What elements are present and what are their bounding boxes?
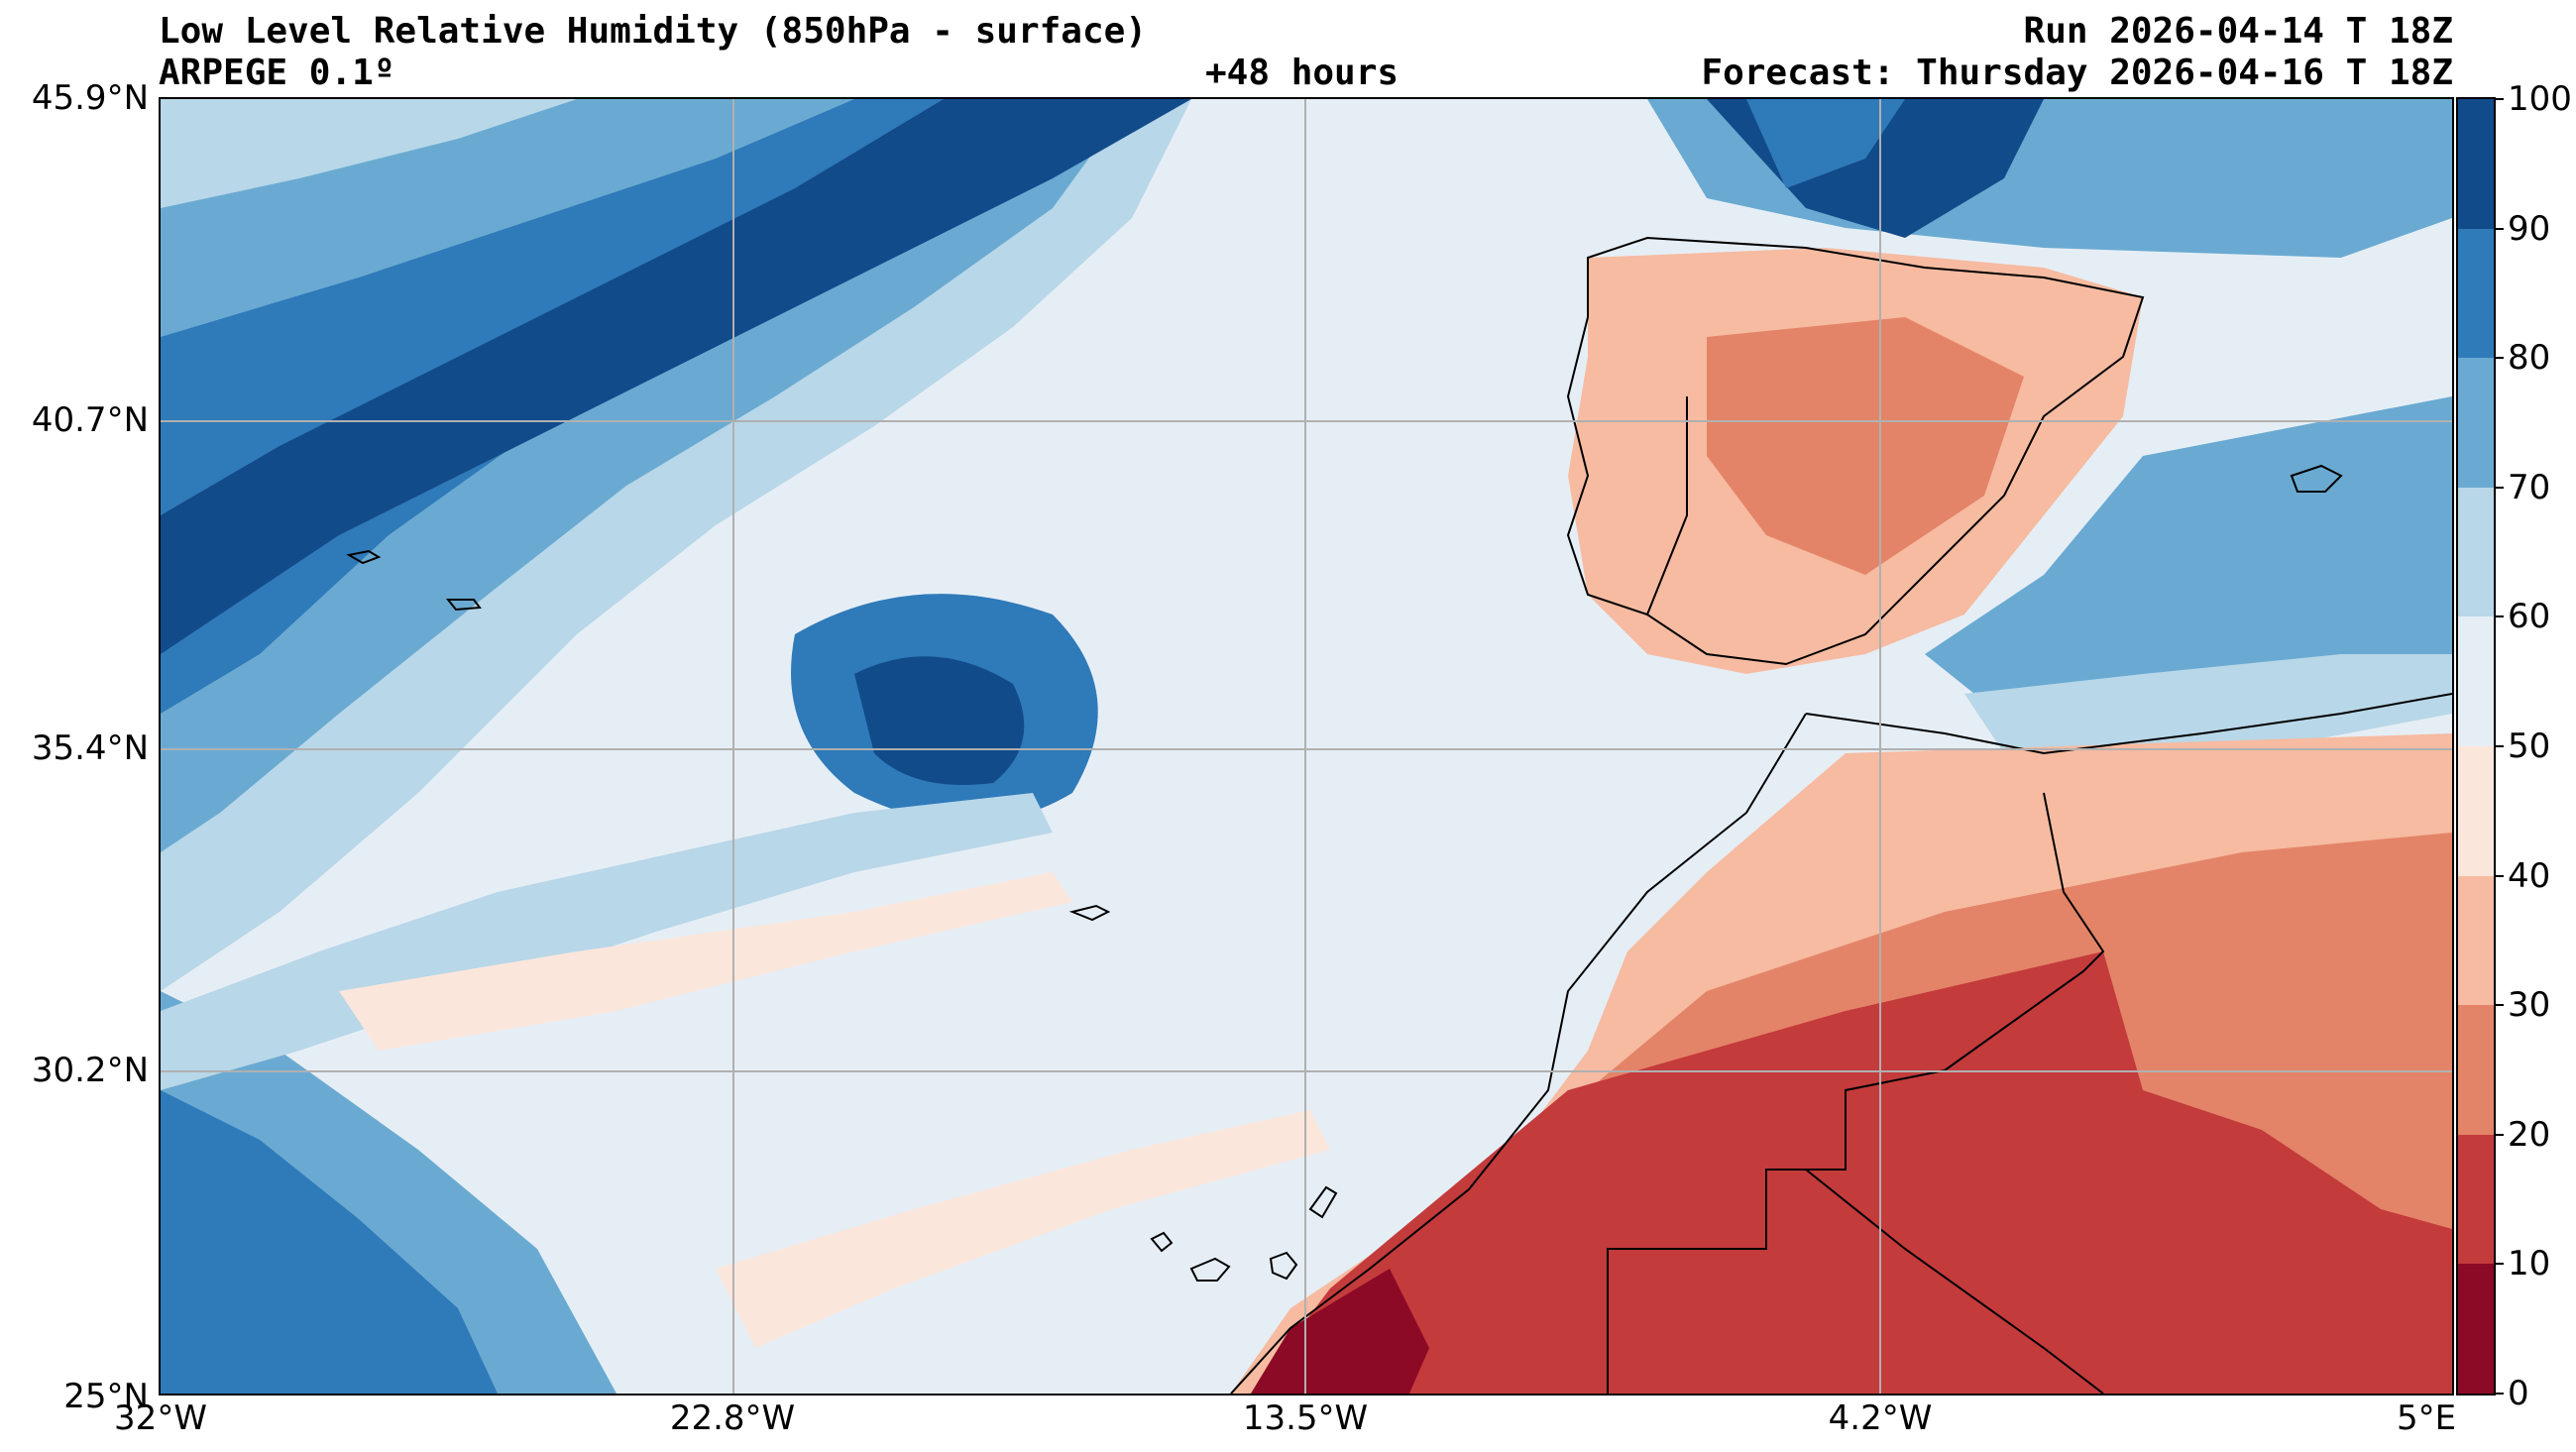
colorbar-segment [2458,1134,2494,1265]
portugal-border [1646,396,1688,615]
colorbar-tick-label: 0 [2508,1374,2529,1413]
run-label: Run 2026-04-14 T 18Z [2023,11,2453,52]
colorbar-segment [2458,1005,2494,1135]
humidity-field [161,99,2452,1394]
colorbar-tick-label: 90 [2508,208,2551,249]
colorbar-tick-label: 100 [2508,79,2572,119]
humidity-map [159,97,2454,1396]
lat-label-45-9: 45.9°N [31,78,149,118]
canary-island-4 [1308,1185,1338,1219]
colorbar-tick-mark [2494,874,2504,877]
lat-label-25: 25°N [63,1377,149,1416]
canary-island-1 [1150,1231,1174,1253]
field-med-60-70 [1964,654,2452,753]
field-sw-80-90 [161,1090,498,1394]
colorbar-tick-label: 70 [2508,467,2551,507]
colorbar-segment [2458,228,2494,359]
field-streak-1 [339,872,1072,1051]
colorbar-tick-mark [2494,357,2504,360]
canary-island-2 [1189,1257,1231,1282]
colorbar-segment [2458,616,2494,746]
lon-label-32w: 32°W [114,1398,207,1438]
humidity-colorbar [2456,97,2496,1396]
forecast-label: Forecast: Thursday 2026-04-16 T 18Z [1701,53,2453,93]
colorbar-segment [2458,99,2494,229]
country-borders [1607,792,2105,1394]
colorbar-tick-label: 10 [2508,1244,2551,1284]
country-borders-2 [1805,1169,2104,1394]
colorbar-tick-mark [2494,227,2504,230]
colorbar-tick-label: 30 [2508,985,2551,1026]
field-streak-2 [716,1110,1330,1348]
colorbar-tick-label: 80 [2508,338,2551,379]
lon-label-13-5w: 13.5°W [1242,1398,1369,1438]
colorbar-tick-mark [2494,486,2504,489]
colorbar-tick-mark [2494,615,2504,618]
field-swirl-core [854,656,1025,785]
field-60-70-north [161,99,577,208]
lon-label-4-2w: 4.2°W [1828,1398,1933,1438]
colorbar-tick-mark [2494,1393,2504,1395]
lat-label-40-7: 40.7°N [31,400,149,440]
iberia-coastline [1566,236,2145,666]
colorbar-segment [2458,875,2494,1006]
field-africa-0-10 [1251,1269,1429,1394]
lon-label-5e: 5°E [2396,1398,2457,1438]
colorbar-tick-mark [2494,745,2504,747]
africa-north-coast [1805,693,2452,755]
azores-island-1 [346,549,382,565]
lon-label-22-8w: 22.8°W [669,1398,796,1438]
lead-time-label: +48 hours [1205,53,1400,93]
colorbar-segment [2458,1264,2494,1394]
colorbar-segment [2458,358,2494,488]
azores-island-2 [445,599,482,612]
graticule [161,99,2452,1394]
canary-island-3 [1269,1251,1298,1281]
colorbar-segment [2458,746,2494,876]
colorbar-tick-label: 60 [2508,597,2551,637]
balearic-island [2290,464,2343,493]
field-med-70-80 [1925,396,2452,733]
model-label: ARPEGE 0.1º [159,53,395,93]
field-iberia-20-30 [1707,317,2024,575]
lat-label-35-4: 35.4°N [31,728,149,768]
colorbar-segment [2458,487,2494,617]
colorbar-tick-mark [2494,1004,2504,1007]
field-90-100-band [161,99,1191,654]
africa-west-coast [1230,713,1807,1394]
map-title: Low Level Relative Humidity (850hPa - su… [159,11,1147,52]
colorbar-tick-mark [2494,98,2504,100]
field-africa-10-20 [1251,951,2452,1394]
colorbar-tick-label: 20 [2508,1114,2551,1155]
colorbar-tick-label: 50 [2508,726,2551,766]
colorbar-tick-mark [2494,1263,2504,1266]
field-ne-80-90 [1746,99,1905,188]
lat-label-30-2: 30.2°N [31,1051,149,1090]
colorbar-tick-label: 40 [2508,855,2551,896]
colorbar-tick-mark [2494,1133,2504,1136]
madeira-island [1068,904,1111,922]
